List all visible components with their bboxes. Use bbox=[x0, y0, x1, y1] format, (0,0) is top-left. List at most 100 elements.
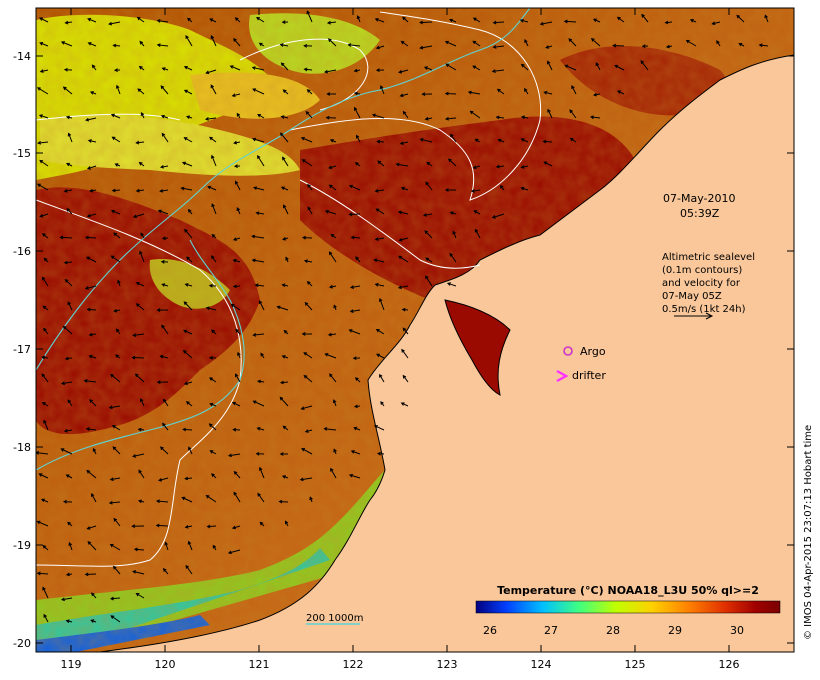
velocity-arrow-icon bbox=[181, 496, 193, 503]
velocity-arrow-icon bbox=[235, 373, 241, 383]
velocity-arrow-icon bbox=[156, 308, 169, 312]
velocity-arrow-icon bbox=[208, 283, 217, 288]
velocity-arrow-icon bbox=[279, 132, 289, 143]
velocity-arrow-icon bbox=[159, 354, 169, 359]
velocity-arrow-icon bbox=[183, 329, 193, 335]
velocity-arrow-icon bbox=[492, 20, 505, 25]
velocity-arrow-icon bbox=[132, 213, 145, 219]
velocity-arrow-icon bbox=[520, 165, 529, 169]
velocity-arrow-icon bbox=[449, 211, 457, 215]
velocity-arrow-icon bbox=[543, 90, 553, 95]
velocity-arrow-icon bbox=[205, 306, 217, 311]
velocity-arrow-icon bbox=[115, 328, 121, 335]
velocity-arrow-icon bbox=[251, 66, 265, 71]
velocity-arrow-icon bbox=[233, 164, 241, 169]
velocity-arrow-icon bbox=[326, 92, 336, 96]
argo-float-marker bbox=[563, 346, 573, 356]
velocity-arrow-icon bbox=[41, 276, 49, 287]
velocity-arrow-icon bbox=[301, 235, 313, 240]
velocity-arrow-icon bbox=[210, 35, 217, 47]
velocity-arrow-icon bbox=[88, 332, 97, 337]
velocity-arrow-icon bbox=[355, 256, 361, 263]
velocity-arrow-icon bbox=[205, 69, 217, 75]
velocity-arrow-icon bbox=[421, 92, 433, 97]
velocity-arrow-icon bbox=[209, 136, 217, 143]
velocity-arrow-icon bbox=[348, 473, 361, 479]
altimetry-line-3: and velocity for bbox=[662, 278, 741, 289]
velocity-arrow-icon bbox=[279, 380, 289, 385]
velocity-arrow-icon bbox=[237, 351, 241, 359]
velocity-arrow-icon bbox=[589, 115, 601, 120]
velocity-arrow-icon bbox=[41, 373, 49, 383]
velocity-arrow-icon bbox=[186, 256, 193, 263]
velocity-arrow-icon bbox=[592, 18, 601, 23]
depth-contour-label: 200 1000m bbox=[306, 613, 363, 624]
velocity-arrow-icon bbox=[63, 189, 73, 193]
velocity-arrow-icon bbox=[401, 348, 409, 359]
velocity-arrow-icon bbox=[183, 89, 193, 95]
velocity-arrow-icon bbox=[211, 154, 217, 167]
altimetry-line-5: 0.5m/s (1kt 24h) bbox=[662, 304, 746, 315]
velocity-arrow-icon bbox=[354, 106, 361, 119]
velocity-arrow-icon bbox=[400, 402, 409, 407]
velocity-arrow-icon bbox=[426, 161, 433, 167]
velocity-arrow-icon bbox=[380, 401, 385, 407]
velocity-arrow-icon bbox=[86, 213, 97, 218]
velocity-arrow-icon bbox=[422, 213, 433, 217]
velocity-arrow-icon bbox=[374, 18, 385, 23]
velocity-arrow-icon bbox=[543, 161, 553, 167]
velocity-arrow-icon bbox=[251, 258, 265, 263]
velocity-arrow-icon bbox=[260, 352, 265, 359]
velocity-arrow-icon bbox=[89, 399, 97, 407]
velocity-arrow-icon bbox=[255, 211, 265, 215]
velocity-arrow-icon bbox=[115, 354, 121, 359]
velocity-arrow-icon bbox=[473, 210, 481, 215]
velocity-arrow-icon bbox=[641, 44, 649, 49]
velocity-arrow-icon bbox=[353, 404, 361, 409]
velocity-arrow-icon bbox=[39, 159, 49, 167]
velocity-arrow-icon bbox=[499, 184, 505, 191]
lon-tick-label: 122 bbox=[343, 658, 364, 671]
velocity-arrow-icon bbox=[86, 525, 97, 530]
velocity-arrow-icon bbox=[450, 133, 457, 143]
altimetry-line-4: 07-May 05Z bbox=[662, 291, 722, 302]
velocity-arrow-icon bbox=[113, 517, 121, 527]
velocity-arrow-icon bbox=[182, 427, 193, 432]
velocity-arrow-icon bbox=[325, 115, 337, 120]
velocity-arrow-icon bbox=[67, 521, 73, 527]
velocity-arrow-icon bbox=[111, 425, 121, 431]
velocity-arrow-icon bbox=[91, 64, 97, 71]
scale-arrow-icon bbox=[674, 312, 714, 320]
lat-tick-label: -17 bbox=[13, 343, 31, 356]
lat-tick-label: -19 bbox=[13, 539, 31, 552]
lon-tick-label: 120 bbox=[155, 658, 176, 671]
velocity-arrow-icon bbox=[758, 43, 769, 48]
velocity-arrow-icon bbox=[327, 38, 337, 47]
velocity-arrow-icon bbox=[256, 427, 265, 431]
velocity-arrow-icon bbox=[353, 68, 361, 73]
velocity-arrow-icon bbox=[400, 40, 409, 47]
velocity-arrow-icon bbox=[547, 108, 553, 119]
velocity-arrow-icon bbox=[424, 116, 433, 121]
velocity-arrow-icon bbox=[279, 396, 289, 407]
velocity-arrow-icon bbox=[231, 525, 241, 530]
velocity-arrow-icon bbox=[87, 165, 97, 170]
velocity-arrow-icon bbox=[349, 309, 361, 313]
depth-contour-legend: 200 1000m bbox=[306, 613, 363, 625]
velocity-arrow-icon bbox=[60, 597, 73, 602]
velocity-arrow-icon bbox=[36, 183, 49, 191]
velocity-arrow-icon bbox=[328, 165, 337, 170]
velocity-arrow-icon bbox=[444, 116, 457, 121]
velocity-arrow-icon bbox=[159, 189, 169, 193]
velocity-arrow-icon bbox=[39, 213, 49, 218]
velocity-arrow-icon bbox=[252, 332, 265, 337]
velocity-arrow-icon bbox=[402, 16, 409, 23]
velocity-arrow-icon bbox=[491, 213, 505, 219]
velocity-arrow-icon bbox=[376, 139, 385, 144]
velocity-arrow-icon bbox=[230, 303, 241, 311]
velocity-arrow-icon bbox=[472, 40, 481, 47]
velocity-arrow-icon bbox=[306, 89, 313, 95]
velocity-arrow-icon bbox=[135, 282, 145, 287]
velocity-arrow-icon bbox=[520, 186, 529, 191]
velocity-arrow-icon bbox=[232, 284, 241, 289]
